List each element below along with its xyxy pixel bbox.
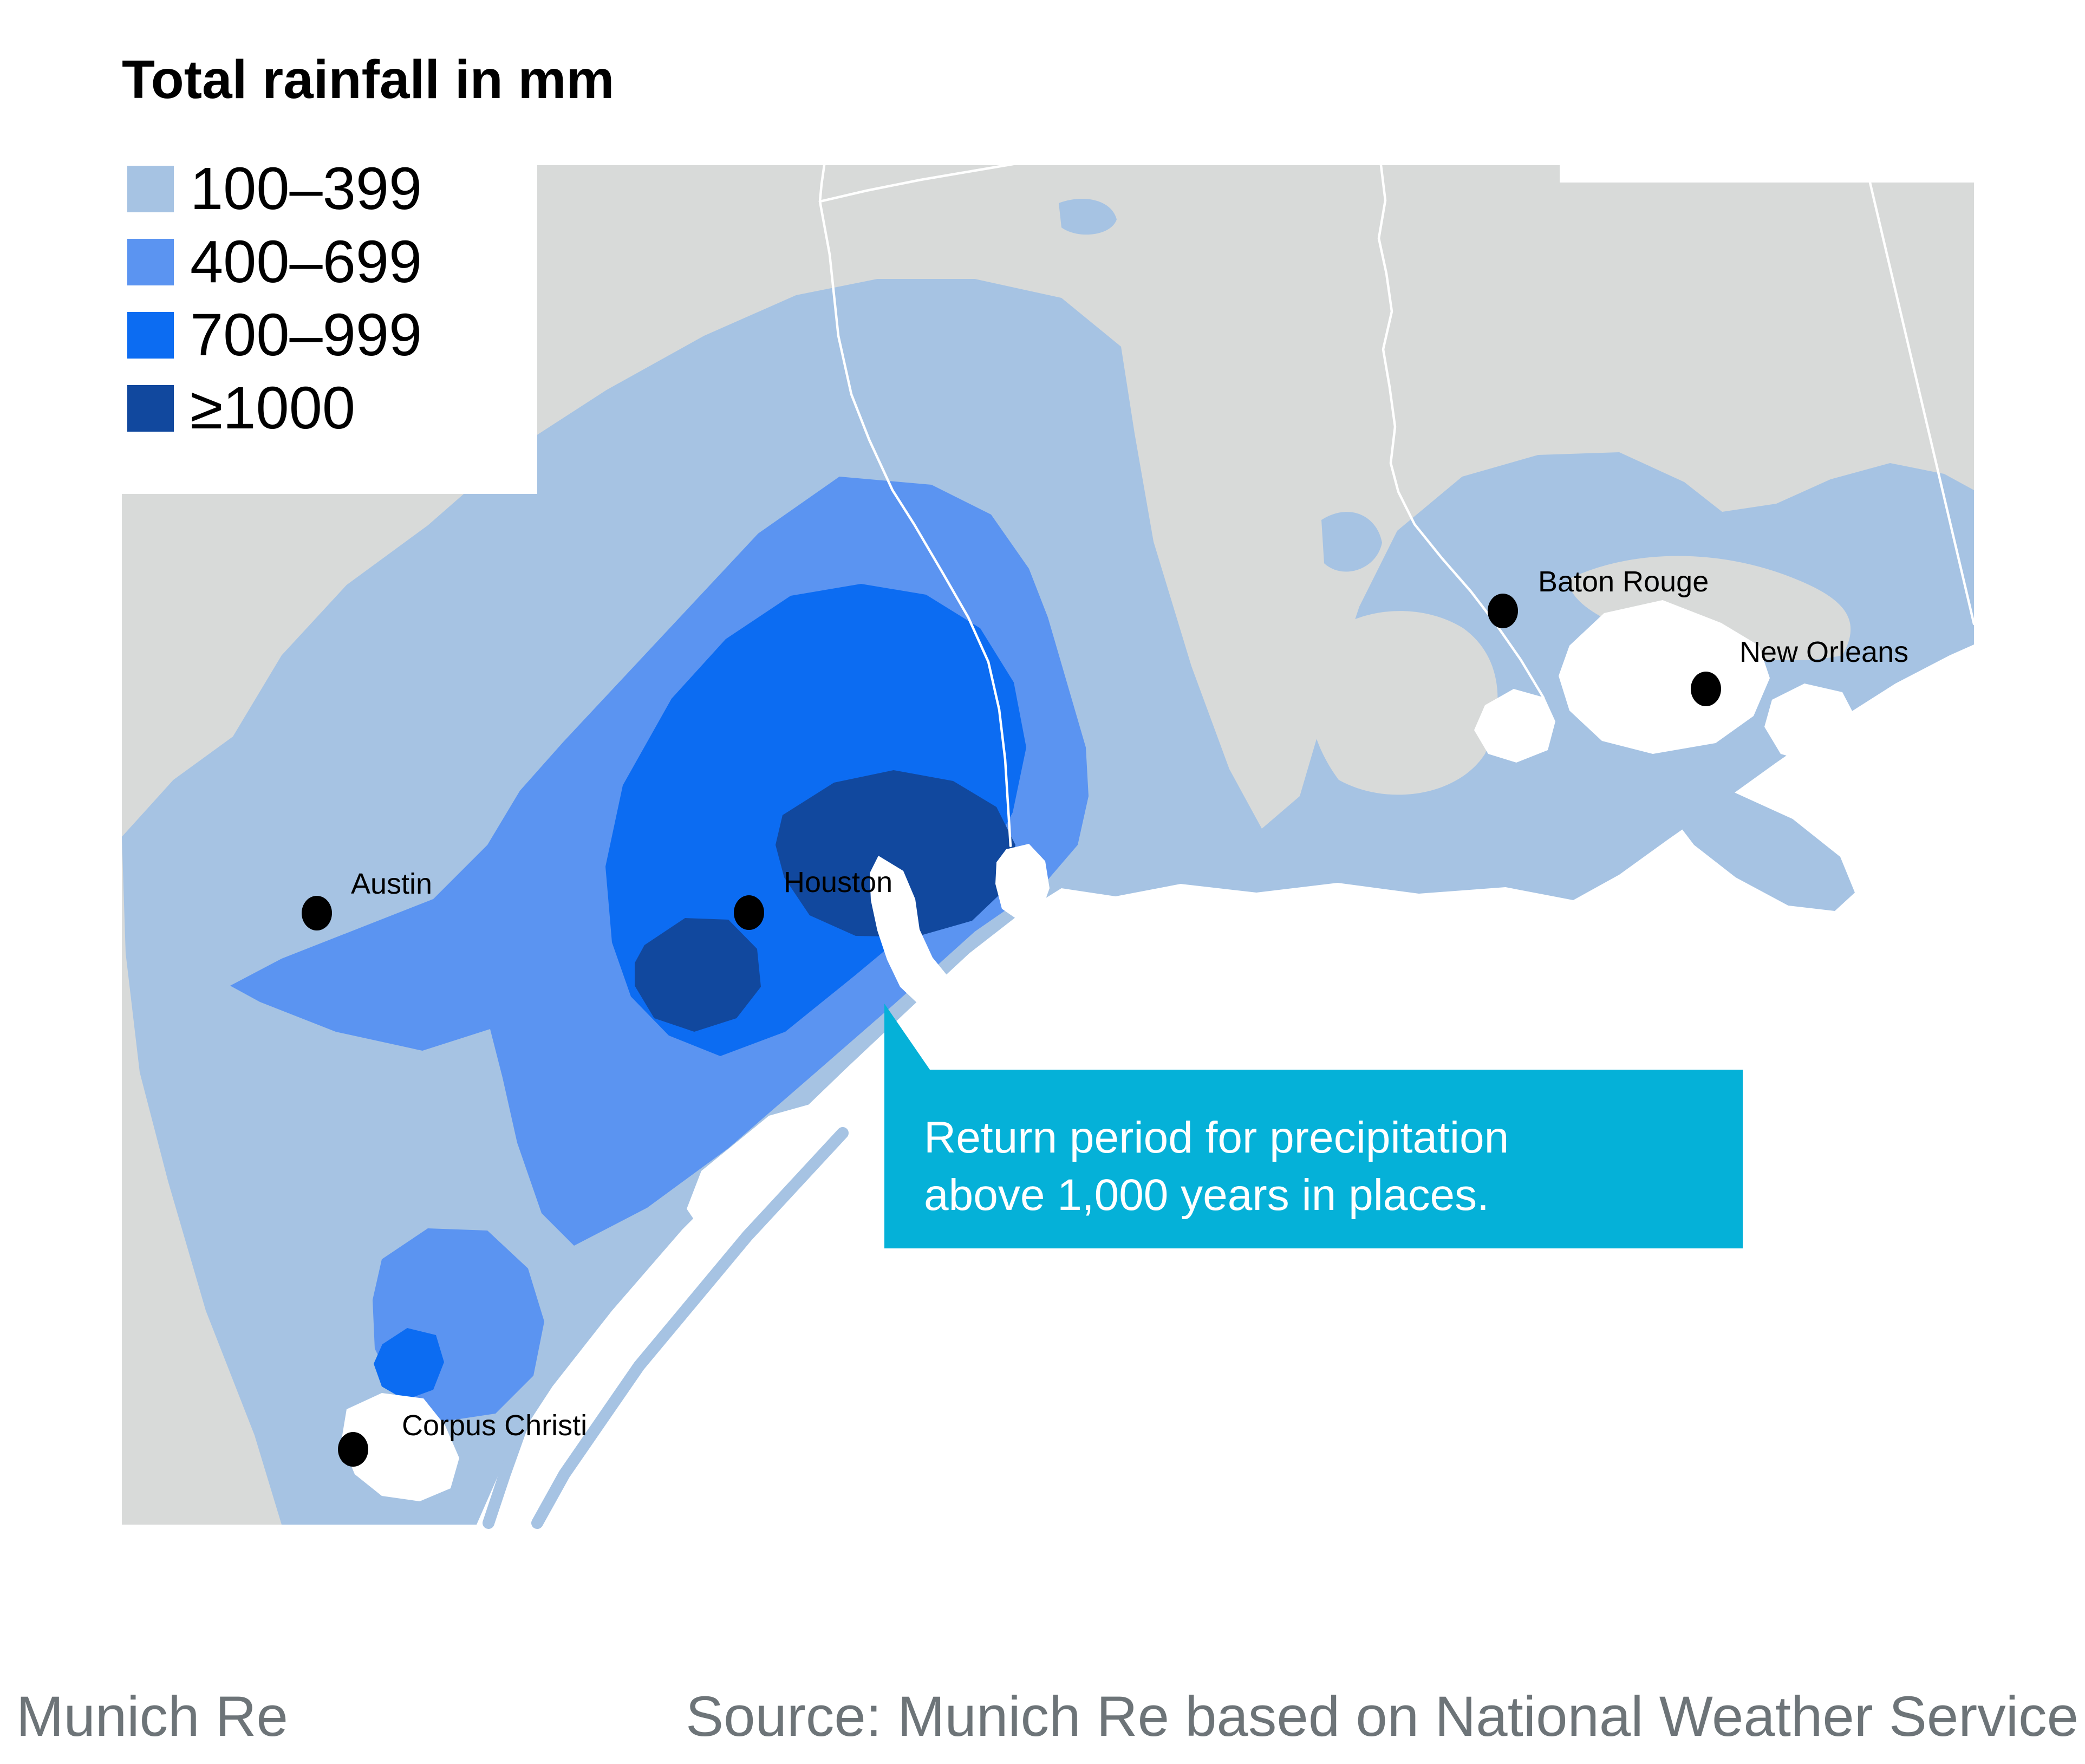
legend-item: 700–999 bbox=[127, 302, 422, 368]
corpus-bay-water bbox=[341, 1393, 459, 1501]
lake-borgne-water bbox=[1764, 684, 1856, 763]
matagorda-bay-water bbox=[687, 1101, 844, 1236]
legend-label: 700–999 bbox=[190, 302, 422, 368]
barrier-island bbox=[483, 1295, 581, 1529]
rainfall-region-1000plus bbox=[635, 918, 761, 1032]
city-label-houston: Houston bbox=[784, 866, 893, 899]
galveston-bay-water bbox=[870, 856, 952, 1006]
lake-pontchartrain-water bbox=[1559, 600, 1770, 754]
footer-brand: Munich Re bbox=[16, 1685, 288, 1748]
legend-item: ≥1000 bbox=[127, 375, 422, 441]
barrier-island bbox=[531, 1127, 849, 1529]
legend-swatch-400-699 bbox=[127, 239, 174, 285]
city-marker-houston bbox=[734, 895, 764, 930]
legend-swatch-100-399 bbox=[127, 166, 174, 212]
legend: 100–399 400–699 700–999 ≥1000 bbox=[127, 155, 422, 458]
callout-text: Return period for precipitation above 1,… bbox=[924, 1109, 1725, 1224]
mississippi-river-line bbox=[1377, 164, 1545, 699]
city-label-baton-rouge: Baton Rouge bbox=[1538, 565, 1709, 598]
rainfall-region-1000plus bbox=[776, 770, 1015, 937]
legend-label: ≥1000 bbox=[190, 375, 356, 441]
state-border-texas-louisiana bbox=[818, 164, 1012, 848]
city-marker-austin bbox=[302, 896, 332, 930]
legend-item: 100–399 bbox=[127, 155, 422, 222]
page-title: Total rainfall in mm bbox=[122, 49, 615, 110]
legend-swatch-700-999 bbox=[127, 312, 174, 359]
city-marker-new-orleans bbox=[1691, 672, 1721, 706]
map-edge-step bbox=[1560, 165, 1974, 183]
state-border-mississippi bbox=[1868, 181, 1976, 626]
legend-backdrop bbox=[122, 165, 537, 494]
legend-label: 100–399 bbox=[190, 155, 422, 222]
land-hole bbox=[1568, 556, 1851, 661]
city-label-austin: Austin bbox=[351, 868, 433, 900]
sabine-lake-water bbox=[995, 844, 1050, 921]
callout-bubble bbox=[884, 1004, 1743, 1248]
legend-item: 400–699 bbox=[127, 229, 422, 295]
city-marker-corpus-christi bbox=[338, 1432, 368, 1467]
rainfall-patch-700-999 bbox=[374, 1328, 444, 1400]
legend-label: 400–699 bbox=[190, 229, 422, 295]
state-border-red-river bbox=[818, 162, 1015, 203]
mississippi-delta bbox=[1673, 792, 1855, 911]
city-label-new-orleans: New Orleans bbox=[1739, 636, 1909, 668]
land-hole bbox=[1307, 611, 1498, 795]
callout-line-2: above 1,000 years in places. bbox=[924, 1170, 1489, 1220]
callout-line-1: Return period for precipitation bbox=[924, 1113, 1509, 1162]
legend-swatch-1000plus bbox=[127, 385, 174, 432]
city-label-corpus-christi: Corpus Christi bbox=[402, 1409, 588, 1442]
lake-maurepas-water bbox=[1474, 689, 1555, 763]
city-marker-baton-rouge bbox=[1488, 594, 1518, 628]
footer-source: Source: Munich Re based on National Weat… bbox=[686, 1685, 2079, 1748]
